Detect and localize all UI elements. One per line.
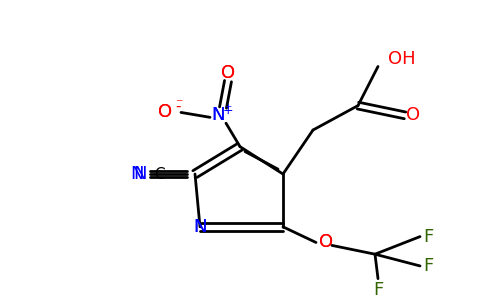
Text: F: F	[423, 228, 433, 246]
Text: N: N	[130, 165, 144, 183]
Text: O: O	[158, 103, 172, 122]
Text: OH: OH	[388, 50, 416, 68]
Text: -: -	[175, 99, 181, 114]
Text: O: O	[158, 103, 172, 122]
Text: O: O	[319, 233, 333, 251]
Text: ⁺: ⁺	[225, 103, 232, 116]
Text: ⁻: ⁻	[175, 98, 182, 112]
Text: +: +	[223, 104, 233, 117]
Text: N: N	[193, 218, 207, 236]
Text: N: N	[211, 106, 225, 124]
Text: O: O	[406, 106, 420, 124]
Text: O: O	[221, 64, 235, 82]
Text: N: N	[211, 106, 225, 124]
Text: F: F	[423, 257, 433, 275]
Text: C: C	[154, 167, 164, 182]
Text: N: N	[133, 165, 147, 183]
Text: F: F	[373, 281, 383, 299]
Text: O: O	[221, 64, 235, 82]
Text: O: O	[319, 233, 333, 251]
Text: N: N	[193, 218, 207, 236]
